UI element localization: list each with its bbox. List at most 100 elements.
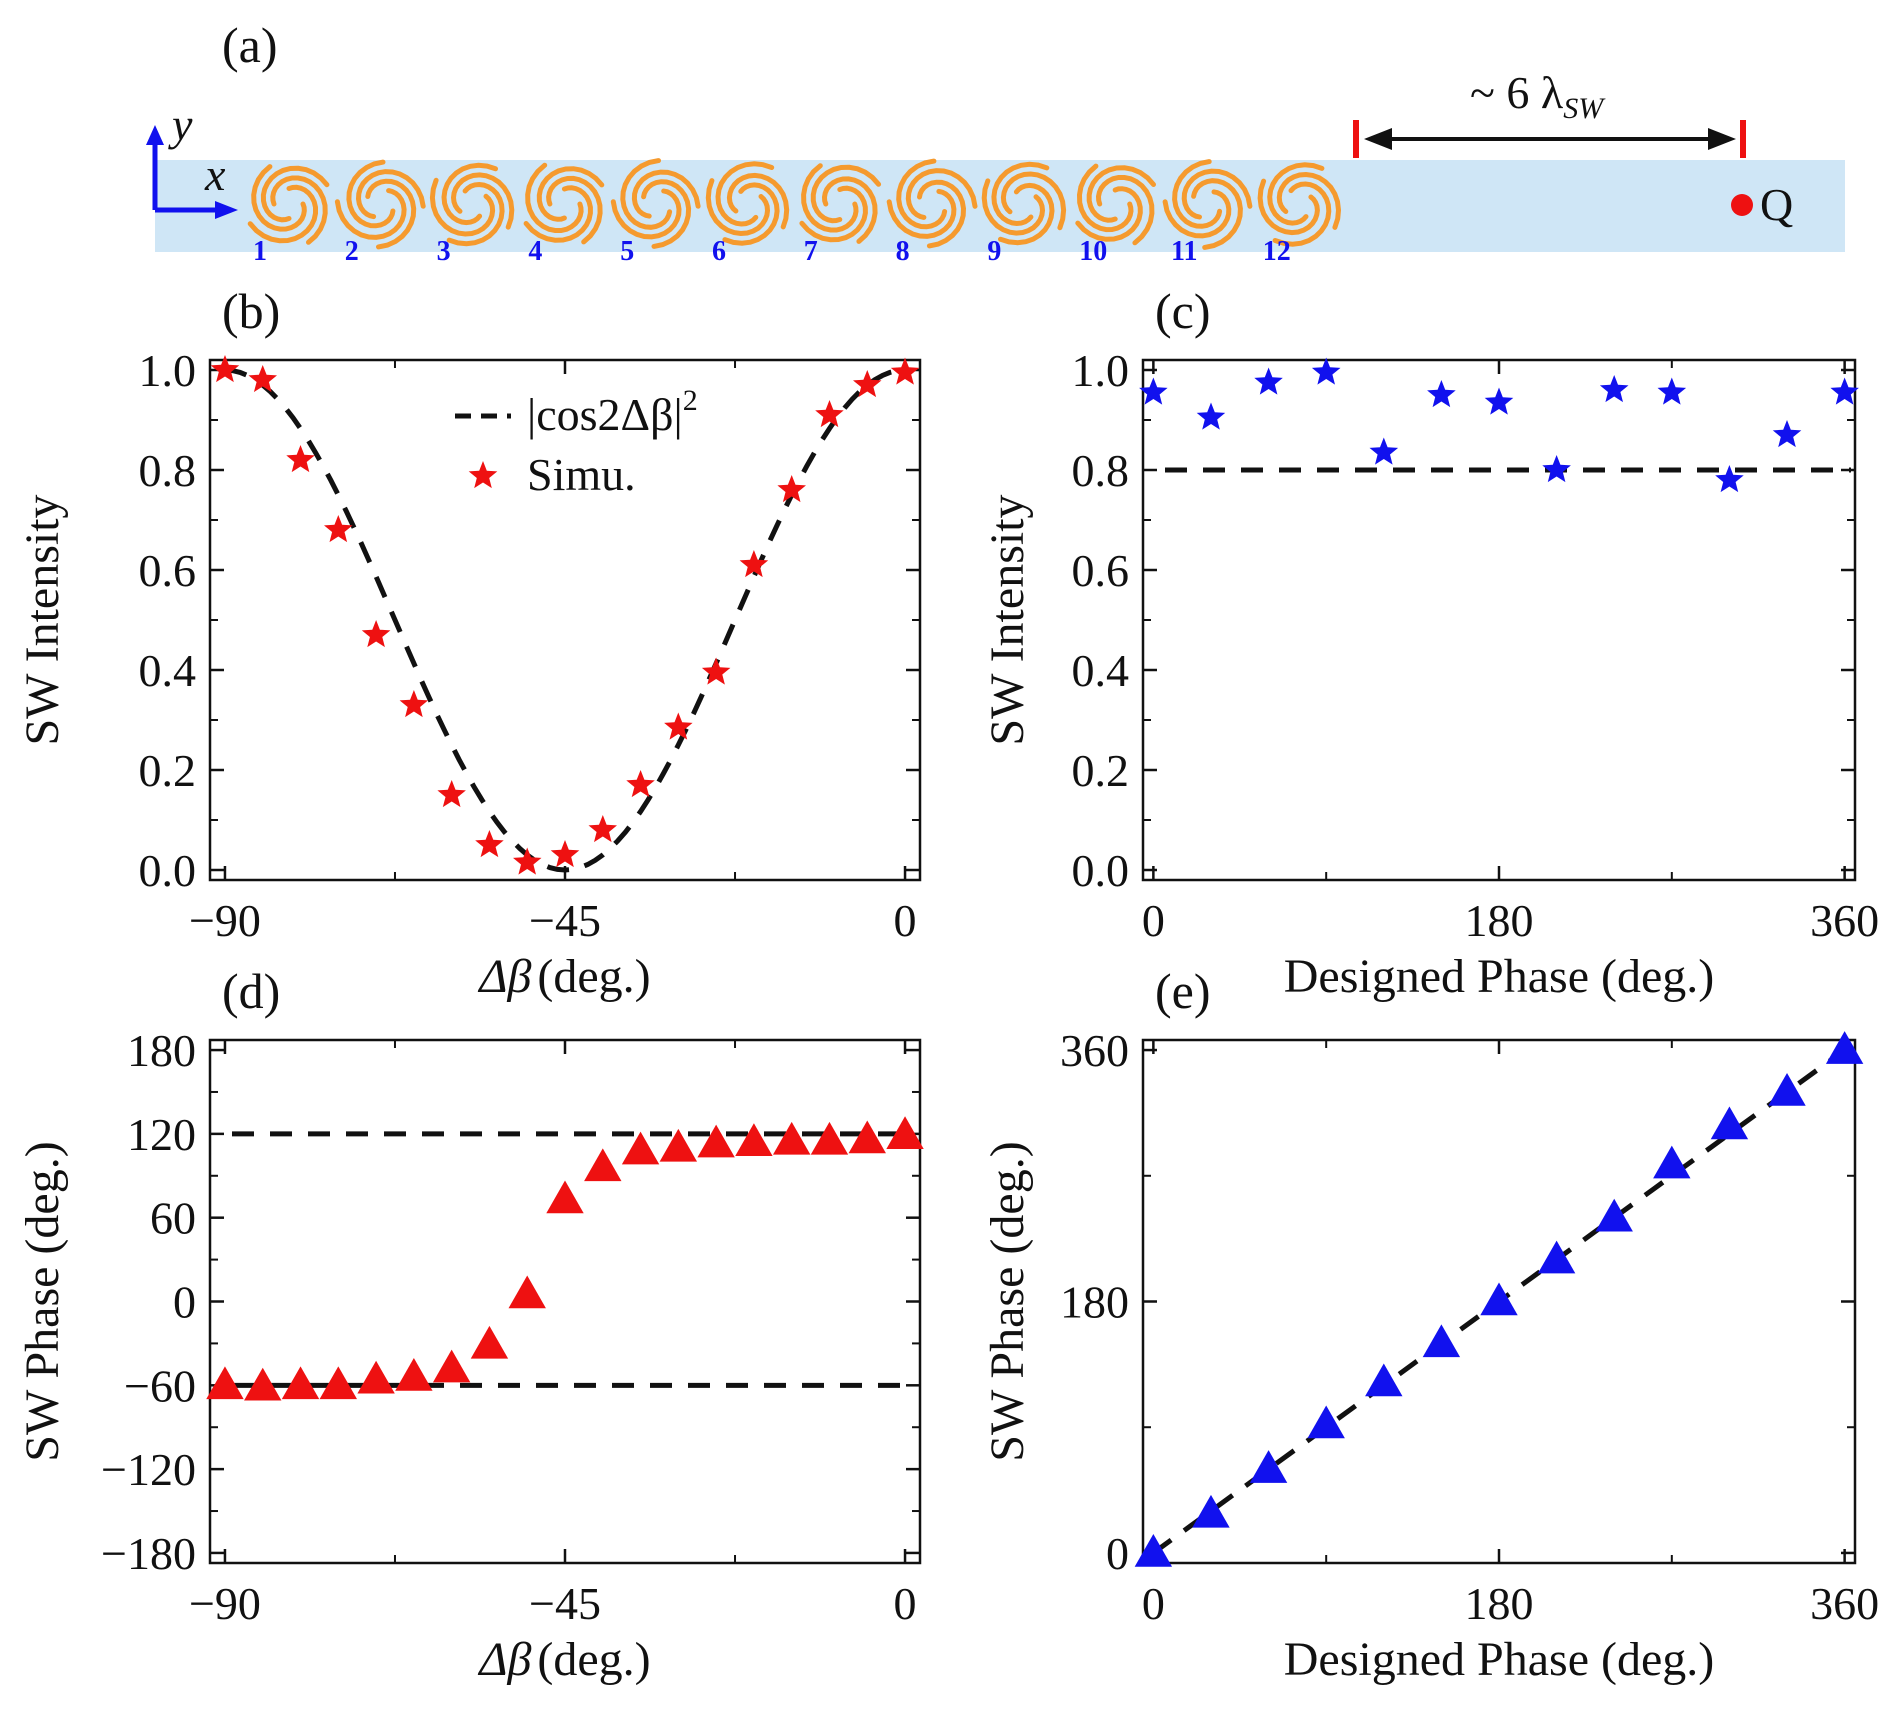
data-point-triangle	[772, 1121, 811, 1155]
data-point-star	[1196, 402, 1226, 430]
data-point-star	[324, 515, 353, 543]
data-point-triangle	[1537, 1240, 1576, 1274]
data-point-triangle	[1422, 1324, 1461, 1358]
y-tick-label: 0.6	[1072, 545, 1130, 596]
legend-fit-text: |cos2Δβ|	[527, 389, 683, 440]
data-point-star	[1715, 465, 1744, 493]
data-point-star	[1484, 387, 1514, 415]
spiral-elements	[247, 158, 1342, 250]
y-tick-label: −60	[124, 1360, 196, 1411]
spiral-number: 8	[896, 236, 910, 267]
y-tick-label: 1.0	[139, 345, 197, 396]
spiral-element-6	[705, 161, 790, 246]
panel-a-label: (a)	[222, 17, 278, 73]
data-point-triangle	[886, 1116, 924, 1150]
distance-text: ~ 6 λ	[1470, 67, 1564, 118]
spiral-numbers: 1 2 3 4 5 6 7 8 9 10 11 12	[253, 236, 1291, 267]
data-point-star	[286, 445, 315, 473]
x-tick-label: 360	[1810, 895, 1879, 946]
data-point-star	[475, 830, 504, 858]
data-point-star	[437, 780, 466, 808]
panel-label: (c)	[1155, 283, 1211, 339]
spiral-element-4	[523, 162, 605, 245]
spiral-element-7	[799, 163, 882, 244]
data-point-triangle	[1365, 1363, 1403, 1397]
y-tick-label: 0.2	[1072, 745, 1130, 796]
x-axis-symbol: Δβ	[477, 950, 531, 1003]
data-point-triangle	[244, 1367, 282, 1401]
data-point-star	[815, 400, 844, 428]
spiral-element-3	[429, 162, 515, 247]
x-tick-label: 0	[1142, 895, 1165, 946]
y-tick-label: 0.2	[139, 745, 197, 796]
panel-e-phase-vs-phase: (e) 0 180 360 0 180 360 Designed Phase (deg.) SW…	[981, 963, 1879, 1686]
y-tick-label: 180	[127, 1025, 196, 1076]
data-point-star	[777, 475, 806, 503]
spiral-number: 9	[987, 236, 1001, 267]
y-axis-letter: y	[168, 99, 193, 150]
x-axis-title: Δβ (deg.)	[477, 950, 650, 1003]
data-point-triangle	[1134, 1533, 1173, 1567]
spiral-number: 6	[712, 236, 726, 267]
data-point-triangle	[206, 1366, 244, 1400]
data-point-triangle	[1825, 1031, 1864, 1064]
y-axis-title: SW Phase (deg.)	[16, 1141, 69, 1461]
x-axis-arrowhead	[215, 201, 238, 219]
data-point-star	[701, 657, 731, 685]
y-axis-arrowhead	[146, 125, 164, 145]
y-tick-label: 0.0	[139, 845, 197, 896]
y-axis-title: SW Intensity	[16, 494, 69, 745]
data-point-triangle	[735, 1123, 773, 1157]
data-point-star	[588, 815, 617, 843]
data-point-triangle	[281, 1366, 320, 1400]
x-tick-label: 360	[1810, 1578, 1879, 1629]
distance-arrowhead-left	[1364, 128, 1392, 150]
data-point-triangle	[584, 1148, 622, 1182]
data-point-triangle	[810, 1121, 849, 1155]
data-point-star	[853, 370, 882, 398]
distance-label: ~ 6 λSW	[1470, 67, 1606, 125]
y-tick-label: 0.8	[139, 445, 197, 496]
data-point-star	[399, 690, 429, 718]
x-axis-title: Designed Phase (deg.)	[1284, 1633, 1715, 1686]
x-tick-label: −90	[189, 1578, 261, 1629]
y-tick-label: 0.6	[139, 545, 197, 596]
data-point-triangle	[1307, 1405, 1345, 1439]
spiral-element-5	[610, 158, 701, 249]
data-point-triangle	[432, 1349, 471, 1383]
x-tick-label: 0	[894, 895, 917, 946]
spiral-number: 2	[345, 236, 359, 267]
spiral-element-11	[1162, 159, 1253, 250]
spiral-element-12	[1257, 162, 1342, 247]
data-point-star	[890, 357, 920, 385]
data-point-star	[210, 355, 240, 383]
panel-label: (d)	[222, 963, 280, 1019]
y-tick-label: 0.0	[1072, 845, 1130, 896]
x-tick-label: −45	[529, 1578, 601, 1629]
y-tick-label: 60	[150, 1193, 196, 1244]
legend-marker-label: Simu.	[527, 449, 636, 500]
distance-arrowhead-right	[1708, 128, 1736, 150]
legend-marker-swatch	[468, 461, 498, 489]
x-tick-label: 0	[894, 1578, 917, 1629]
spiral-element-2	[334, 159, 426, 250]
data-point-star	[361, 620, 391, 648]
data-point-triangle	[659, 1128, 698, 1162]
spiral-number: 12	[1263, 236, 1291, 267]
data-point-star	[1657, 377, 1687, 405]
data-point-triangle	[621, 1131, 660, 1165]
spiral-element-8	[886, 158, 978, 249]
data-point-triangle	[470, 1325, 509, 1359]
data-point-star	[1772, 420, 1802, 448]
y-tick-label: 360	[1060, 1025, 1129, 1076]
legend-fit-label: |cos2Δβ|2	[527, 384, 698, 440]
data-point-triangle	[697, 1124, 735, 1158]
panel-a-schematic: (a) y x 1 2 3 4 5 6 7 8 9 10 11 12 ~ 6 λSW Q	[146, 17, 1845, 267]
data-point-star	[1599, 375, 1629, 403]
data-point-star	[248, 365, 277, 393]
y-axis-title: SW Phase (deg.)	[981, 1141, 1034, 1461]
data-point-star	[1427, 380, 1456, 408]
data-point-triangle	[1710, 1106, 1749, 1140]
data-point-triangle	[1480, 1282, 1518, 1316]
x-tick-label: 180	[1465, 895, 1534, 946]
